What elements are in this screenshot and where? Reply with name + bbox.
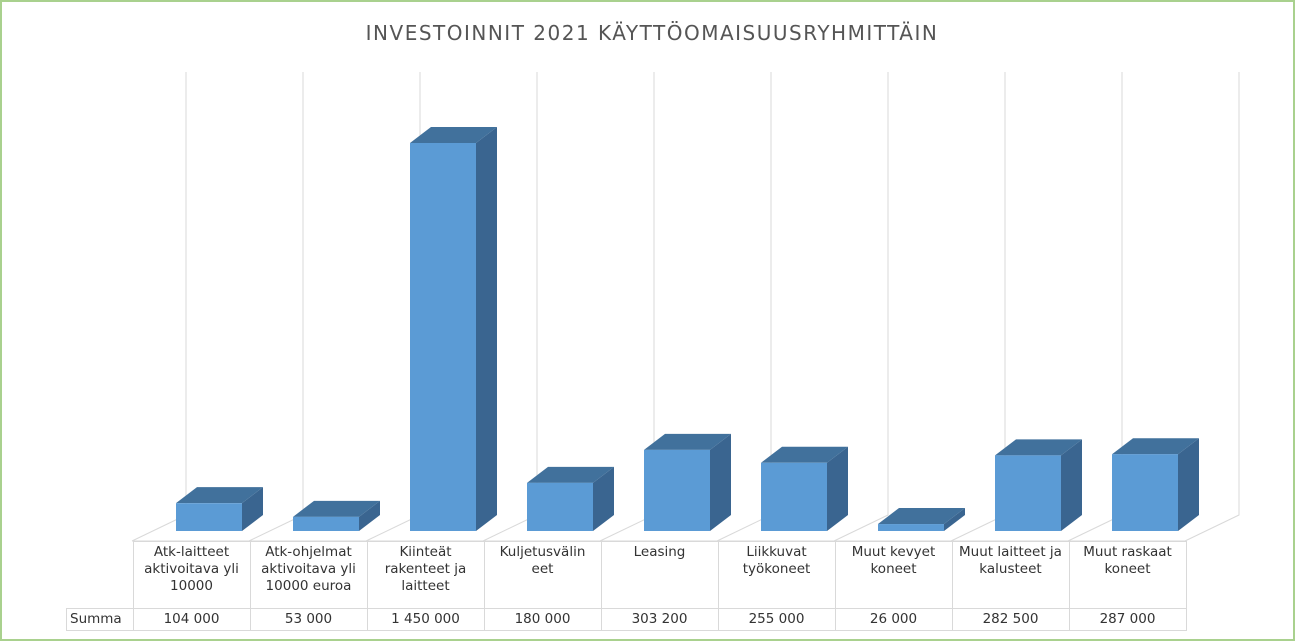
data-table: Atk-laitteet aktivoitava yli 10000 Atk-oh… xyxy=(66,541,1187,631)
bar-side xyxy=(944,508,965,531)
value-label: 53 000 xyxy=(249,608,368,631)
bar-side xyxy=(827,446,848,531)
bar-side xyxy=(593,466,614,531)
category-label: Leasing xyxy=(600,541,719,609)
bar xyxy=(995,455,1061,531)
series-name: Summa xyxy=(66,608,134,631)
category-label: Muut raskaat koneet xyxy=(1068,541,1187,609)
category-label: Liikkuvat työkoneet xyxy=(717,541,836,609)
bar xyxy=(1112,454,1178,531)
bar-top xyxy=(527,466,614,483)
grid-line xyxy=(833,72,889,542)
bar-top xyxy=(878,508,965,525)
bar-side xyxy=(242,487,263,531)
bar-side xyxy=(359,500,380,531)
blank-cell xyxy=(66,541,134,609)
bar xyxy=(410,143,476,531)
value-label: 303 200 xyxy=(600,608,719,631)
bar-side xyxy=(710,433,731,531)
grid-line xyxy=(131,72,187,542)
bar-side xyxy=(1178,438,1199,531)
value-label: 180 000 xyxy=(483,608,602,631)
bar-top xyxy=(410,127,497,143)
category-label: Kuljetusvälin eet xyxy=(483,541,602,609)
category-label: Atk-laitteet aktivoitava yli 10000 xyxy=(132,541,251,609)
value-label: 1 450 000 xyxy=(366,608,485,631)
bar-side xyxy=(476,127,497,531)
value-label: 287 000 xyxy=(1068,608,1187,631)
bar-top xyxy=(761,446,848,463)
value-row: Summa 104 000 53 000 1 450 000 180 000 303 20… xyxy=(66,608,1187,631)
value-label: 255 000 xyxy=(717,608,836,631)
bar xyxy=(527,482,593,531)
value-label: 104 000 xyxy=(132,608,251,631)
grid-line xyxy=(1184,72,1240,542)
category-label: Atk-ohjelmat aktivoitava yli 10000 euroa xyxy=(249,541,368,609)
value-label: 26 000 xyxy=(834,608,953,631)
category-label: Kiinteät rakenteet ja laitteet xyxy=(366,541,485,609)
bar xyxy=(176,503,242,531)
bar-top xyxy=(1112,438,1199,455)
bar xyxy=(761,462,827,531)
category-label: Muut laitteet ja kalusteet xyxy=(951,541,1070,609)
value-label: 282 500 xyxy=(951,608,1070,631)
category-row: Atk-laitteet aktivoitava yli 10000 Atk-oh… xyxy=(66,541,1187,609)
bar xyxy=(293,516,359,531)
chart-title: INVESTOINNIT 2021 KÄYTTÖOMAISUUSRYHMITTÄ… xyxy=(366,21,939,45)
bar-top xyxy=(995,439,1082,456)
bar-side xyxy=(1061,439,1082,531)
bar xyxy=(644,449,710,531)
bar-top xyxy=(293,500,380,517)
grid-line xyxy=(248,72,304,542)
bar-top xyxy=(176,487,263,504)
bar-top xyxy=(644,433,731,450)
bar xyxy=(878,524,944,531)
category-label: Muut kevyet koneet xyxy=(834,541,953,609)
